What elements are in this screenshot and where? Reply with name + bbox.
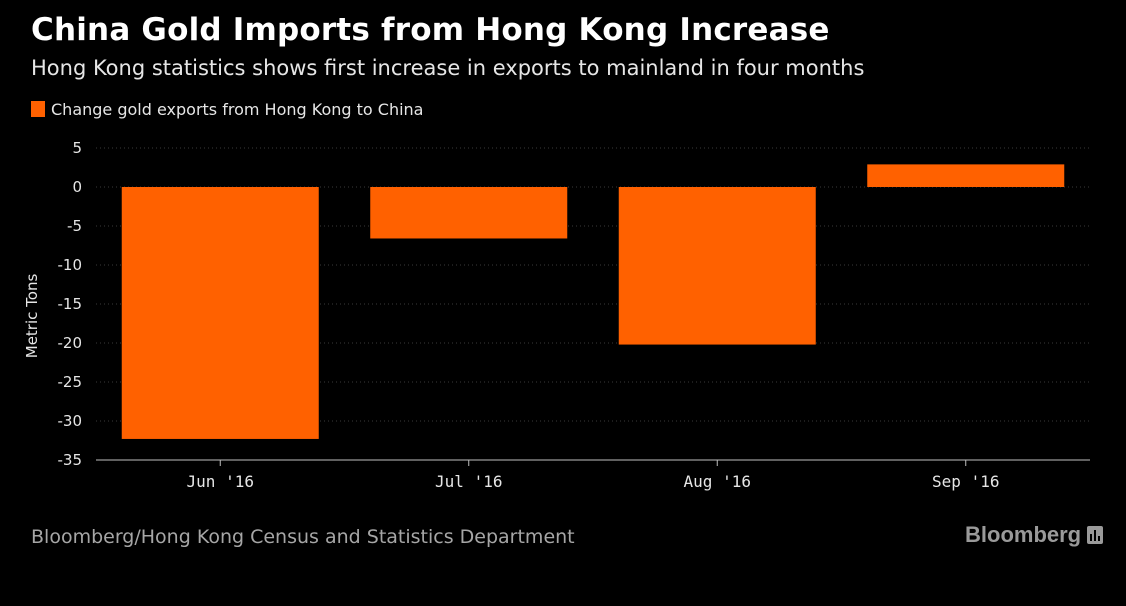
legend-label: Change gold exports from Hong Kong to Ch… — [51, 99, 424, 119]
x-tick-label: Jun '16 — [187, 472, 254, 491]
bars — [121, 164, 1065, 439]
x-axis — [96, 459, 1090, 466]
y-tick-label: -10 — [58, 256, 83, 274]
x-tick-label: Jul '16 — [435, 472, 502, 491]
legend: Change gold exports from Hong Kong to Ch… — [31, 98, 423, 120]
bar — [867, 164, 1065, 187]
legend-swatch — [31, 101, 45, 117]
bar — [121, 187, 319, 439]
chart-subtitle: Hong Kong statistics shows first increas… — [31, 56, 865, 80]
y-tick-labels: 5 0 -5 -10 -15 -20 -25 -30 -35 — [58, 139, 83, 469]
x-tick-label: Aug '16 — [684, 472, 751, 491]
bar — [370, 187, 568, 239]
y-tick-label: 5 — [72, 139, 82, 157]
bloomberg-bar-icon — [1087, 526, 1104, 544]
y-tick-label: 0 — [72, 178, 82, 196]
y-tick-label: -15 — [58, 295, 83, 313]
y-tick-label: -20 — [58, 334, 83, 352]
grid-lines — [96, 147, 1090, 422]
y-tick-label: -25 — [58, 373, 83, 391]
chart-title: China Gold Imports from Hong Kong Increa… — [31, 12, 830, 48]
y-axis-label: Metric Tons — [23, 274, 41, 359]
y-tick-label: -30 — [58, 412, 83, 430]
x-tick-labels: Jun '16 Jul '16 Aug '16 Sep '16 — [187, 472, 1000, 491]
x-tick-label: Sep '16 — [932, 472, 999, 491]
y-tick-label: -35 — [58, 451, 83, 469]
source-note: Bloomberg/Hong Kong Census and Statistic… — [31, 526, 575, 548]
brand-logo: Bloomberg — [965, 522, 1104, 548]
brand-name: Bloomberg — [965, 522, 1082, 547]
bar — [618, 187, 816, 345]
y-tick-label: -5 — [67, 217, 82, 235]
